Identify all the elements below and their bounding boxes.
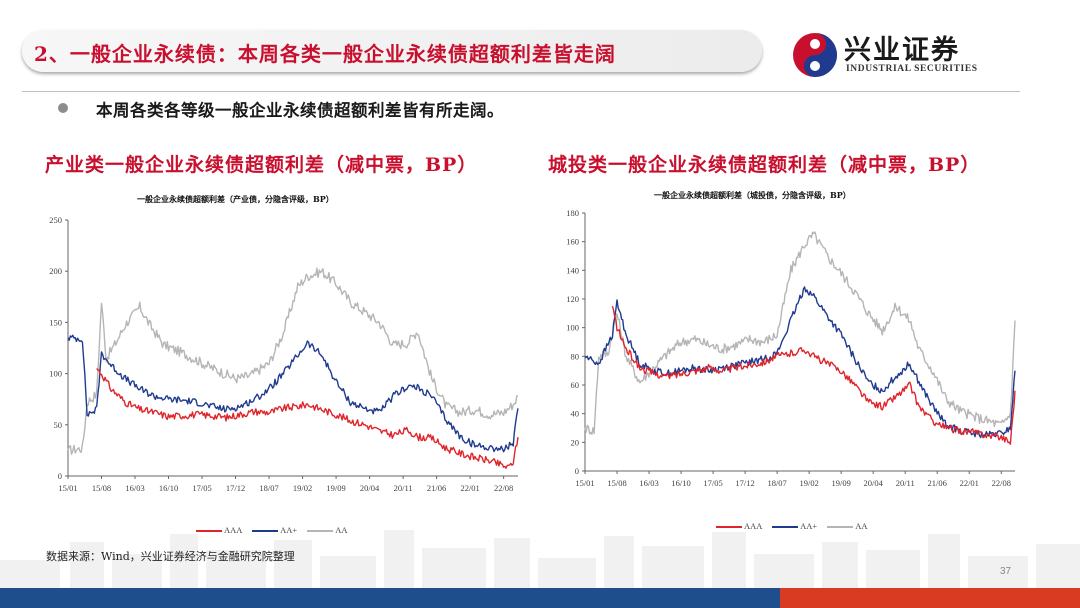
- skyline-decoration: [0, 530, 1080, 588]
- legend-swatch-aaa: [196, 530, 222, 533]
- x-tick-label: 17/12: [735, 478, 754, 488]
- x-tick-label: 21/06: [928, 478, 947, 488]
- x-tick-label: 22/08: [992, 478, 1011, 488]
- x-tick-label: 20/04: [864, 478, 884, 488]
- y-tick-label: 20: [571, 437, 580, 447]
- x-tick-label: 18/07: [767, 478, 786, 488]
- x-tick-label: 20/11: [394, 483, 413, 493]
- y-tick-label: 50: [54, 420, 63, 430]
- legend-swatch-aa: [827, 526, 854, 529]
- x-tick-label: 20/04: [360, 483, 380, 493]
- y-tick-label: 100: [49, 369, 62, 379]
- chart-title-lgfv: 一般企业永续债超额利差（城投债，分隐含评级，BP）: [654, 190, 851, 200]
- page-number: 37: [1000, 566, 1012, 577]
- chart-heading-industrial: 产业类一般企业永续债超额利差（减中票，BP）: [45, 154, 478, 176]
- y-tick-label: 0: [575, 466, 579, 476]
- chart-lgfv: 0 20 40 60 80 100 120 140 160 180 15/01 15/08 16/03 1…: [566, 208, 1016, 488]
- section-title-bar: 2、一般企业永续债：本周各类一般企业永续债超额利差皆走阔: [22, 30, 762, 72]
- logo-name-en: INDUSTRIAL SECURITIES: [846, 64, 978, 74]
- series-line-aa: [584, 231, 1016, 435]
- x-tick-label: 17/12: [226, 483, 245, 493]
- x-tick-label: 16/03: [639, 478, 658, 488]
- x-tick-label: 22/08: [494, 483, 513, 493]
- y-tick-label: 0: [58, 471, 62, 481]
- y-tick-label: 250: [49, 215, 62, 225]
- x-tick-label: 20/11: [896, 478, 915, 488]
- section-title: 2、一般企业永续债：本周各类一般企业永续债超额利差皆走阔: [34, 42, 616, 66]
- chart-title-industrial: 一般企业永续债超额利差（产业债，分隐含评级，BP）: [137, 194, 334, 204]
- x-tick-label: 21/06: [427, 483, 446, 493]
- series-line-aaa: [96, 368, 519, 469]
- y-tick-label: 80: [571, 351, 580, 361]
- legend-swatch-aaplus: [252, 530, 279, 533]
- x-tick-label: 22/01: [960, 478, 979, 488]
- legend-lgfv: AAA AA+ AA: [716, 521, 868, 531]
- x-tick-label: 22/01: [460, 483, 479, 493]
- industrial-securities-logo-icon: [793, 33, 837, 77]
- legend-industrial: AAA AA+ AA: [196, 525, 348, 535]
- x-tick-label: 19/02: [799, 478, 818, 488]
- legend-swatch-aa: [307, 530, 334, 533]
- chart-industrial: 0 50 100 150 200 250 15/01 15/08 16/03 16/10 17/05…: [49, 215, 519, 493]
- x-tick-label: 17/05: [703, 478, 722, 488]
- bullet-text: 本周各类各等级一般企业永续债超额利差皆有所走阔。: [96, 101, 504, 120]
- legend-label-aaplus: AA+: [800, 521, 818, 531]
- data-source-note: 数据来源：Wind，兴业证券经济与金融研究院整理: [46, 550, 295, 563]
- legend-label-aaa: AAA: [744, 521, 762, 531]
- footer-bar: [0, 588, 1080, 608]
- x-tick-label: 15/08: [607, 478, 626, 488]
- x-tick-label: 18/07: [259, 483, 278, 493]
- x-tick-label: 16/10: [159, 483, 178, 493]
- y-tick-label: 40: [571, 409, 580, 419]
- x-tick-label: 19/09: [326, 483, 345, 493]
- x-tick-label: 17/05: [192, 483, 211, 493]
- y-tick-label: 160: [566, 237, 579, 247]
- legend-label-aa: AA: [335, 525, 348, 535]
- x-tick-label: 19/09: [831, 478, 850, 488]
- y-tick-label: 100: [566, 323, 579, 333]
- series-line-aa: [67, 267, 519, 455]
- company-logo: 兴业证券 INDUSTRIAL SECURITIES: [790, 28, 1010, 82]
- series-line-aaplus: [584, 286, 1016, 439]
- legend-label-aaplus: AA+: [280, 525, 298, 535]
- legend-swatch-aaa: [716, 526, 742, 529]
- chart-heading-lgfv: 城投类一般企业永续债超额利差（减中票，BP）: [548, 154, 981, 176]
- series-line-aaplus: [67, 334, 519, 453]
- y-tick-label: 150: [49, 317, 62, 327]
- logo-name-cn: 兴业证券: [844, 35, 960, 66]
- y-tick-label: 60: [571, 380, 580, 390]
- legend-swatch-aaplus: [772, 526, 799, 529]
- x-tick-label: 16/03: [125, 483, 144, 493]
- x-tick-label: 15/08: [92, 483, 111, 493]
- legend-label-aa: AA: [855, 521, 868, 531]
- x-tick-label: 15/01: [58, 483, 77, 493]
- y-tick-label: 200: [49, 266, 62, 276]
- legend-label-aaa: AAA: [224, 525, 242, 535]
- bullet-icon: [58, 103, 68, 113]
- y-tick-label: 140: [566, 265, 579, 275]
- header-divider: [22, 91, 1020, 92]
- series-line-aaa: [611, 305, 1016, 445]
- x-tick-label: 15/01: [575, 478, 594, 488]
- y-tick-label: 180: [566, 208, 579, 218]
- y-tick-label: 120: [566, 294, 579, 304]
- x-tick-label: 19/02: [293, 483, 312, 493]
- x-tick-label: 16/10: [671, 478, 690, 488]
